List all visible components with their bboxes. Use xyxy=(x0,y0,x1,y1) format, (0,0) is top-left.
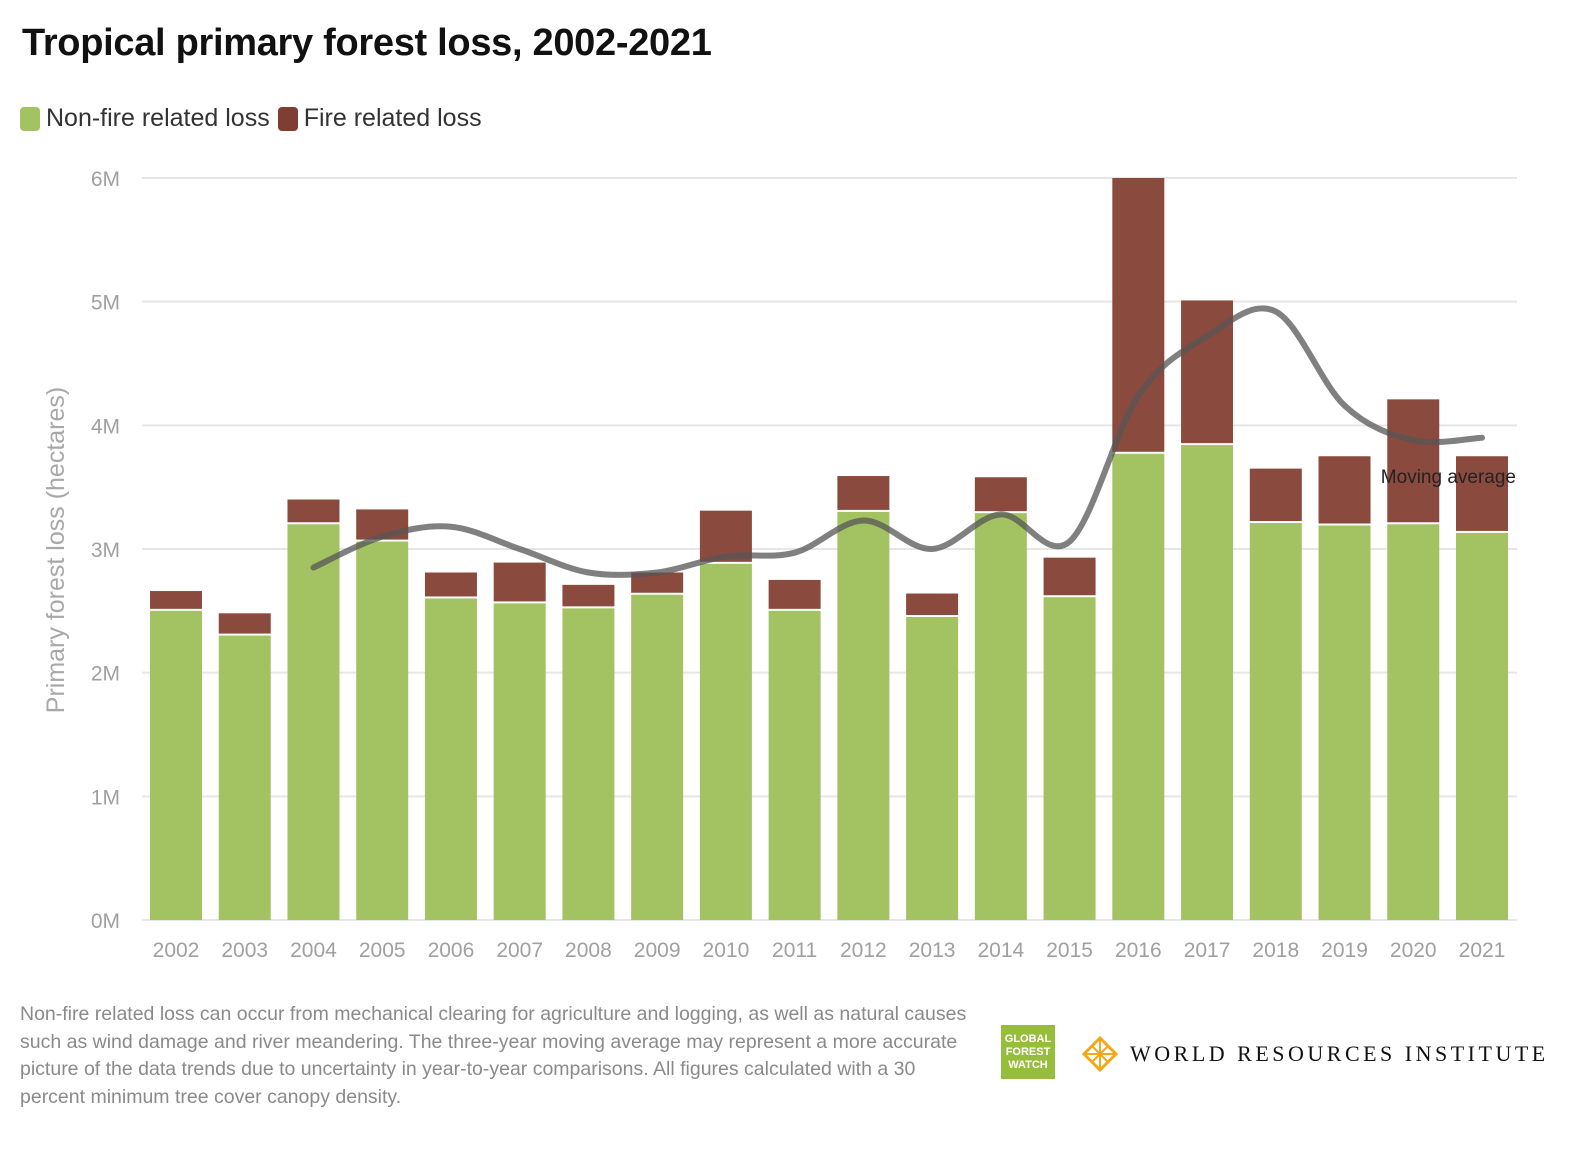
bar-fire-2009[interactable] xyxy=(631,572,684,593)
bar-fire-2014[interactable] xyxy=(974,477,1027,512)
bar-non-fire-2007[interactable] xyxy=(493,603,546,920)
bar-non-fire-2012[interactable] xyxy=(837,511,890,920)
wri-logo: WORLD RESOURCES INSTITUTE xyxy=(1082,1036,1549,1072)
x-tick-label: 2007 xyxy=(496,939,543,962)
bar-non-fire-2010[interactable] xyxy=(699,563,752,920)
bar-non-fire-2002[interactable] xyxy=(150,610,202,920)
x-tick-label: 2003 xyxy=(221,939,268,962)
moving-average-label: Moving average xyxy=(1381,467,1516,488)
x-tick-label: 2002 xyxy=(153,939,200,962)
x-tick-label: 2019 xyxy=(1321,939,1368,962)
x-tick-label: 2016 xyxy=(1115,939,1162,962)
y-tick-label: 2M xyxy=(91,663,120,686)
x-tick-label: 2013 xyxy=(909,939,956,962)
y-tick-label: 1M xyxy=(91,786,120,809)
x-tick-label: 2008 xyxy=(565,939,612,962)
x-tick-label: 2005 xyxy=(359,939,406,962)
bar-fire-2015[interactable] xyxy=(1043,557,1096,596)
bar-non-fire-2011[interactable] xyxy=(768,610,821,920)
bar-fire-2007[interactable] xyxy=(493,562,546,602)
bar-non-fire-2016[interactable] xyxy=(1112,453,1165,920)
bar-fire-2019[interactable] xyxy=(1318,456,1371,524)
moving-average-line[interactable] xyxy=(310,305,1485,578)
bar-fire-2013[interactable] xyxy=(906,593,959,616)
bar-non-fire-2009[interactable] xyxy=(631,594,684,920)
bar-fire-2008[interactable] xyxy=(562,584,615,607)
footnote: Non-fire related loss can occur from mec… xyxy=(20,1003,967,1108)
x-tick-label: 2021 xyxy=(1459,939,1506,962)
y-tick-label: 6M xyxy=(91,168,120,191)
y-tick-label: 3M xyxy=(91,539,120,562)
x-tick-label: 2018 xyxy=(1252,939,1299,962)
legend: Non-fire related loss Fire related loss xyxy=(20,104,490,133)
bar-fire-2002[interactable] xyxy=(150,591,202,609)
y-axis-label: Primary forest loss (hectares) xyxy=(42,387,70,713)
legend-item-non-fire[interactable]: Non-fire related loss xyxy=(20,104,270,133)
bar-non-fire-2021[interactable] xyxy=(1456,532,1508,920)
bar-non-fire-2018[interactable] xyxy=(1249,523,1302,920)
bar-non-fire-2017[interactable] xyxy=(1181,445,1234,920)
wri-logo-text: WORLD RESOURCES INSTITUTE xyxy=(1130,1041,1549,1066)
bar-fire-2012[interactable] xyxy=(837,476,890,510)
y-tick-label: 4M xyxy=(91,415,120,438)
legend-swatch-fire xyxy=(277,106,298,131)
bar-fire-2018[interactable] xyxy=(1249,468,1302,522)
chart-title: Tropical primary forest loss, 2002-2021 xyxy=(22,22,712,64)
x-tick-label: 2014 xyxy=(977,939,1024,962)
bar-fire-2006[interactable] xyxy=(424,572,477,597)
y-tick-label: 5M xyxy=(91,292,120,315)
gfw-logo-line: FOREST xyxy=(1005,1045,1051,1058)
legend-label-non-fire: Non-fire related loss xyxy=(46,104,270,132)
bar-non-fire-2019[interactable] xyxy=(1318,525,1371,920)
bar-non-fire-2004[interactable] xyxy=(287,524,340,920)
bar-fire-2004[interactable] xyxy=(287,499,340,523)
x-tick-label: 2004 xyxy=(290,939,337,962)
bar-fire-2011[interactable] xyxy=(768,579,821,609)
bar-non-fire-2014[interactable] xyxy=(974,513,1027,920)
x-tick-label: 2017 xyxy=(1184,939,1231,962)
x-tick-label: 2015 xyxy=(1046,939,1093,962)
bar-non-fire-2015[interactable] xyxy=(1043,597,1096,920)
chart-area: 0M 1M 2M 3M 4M 5M 6M Primary forest loss (hecta… xyxy=(42,168,1517,962)
bar-non-fire-2020[interactable] xyxy=(1387,524,1440,920)
bar-fire-2003[interactable] xyxy=(218,613,271,634)
gfw-logo-line: WATCH xyxy=(1008,1058,1048,1071)
bar-non-fire-2003[interactable] xyxy=(218,635,271,920)
y-tick-label: 0M xyxy=(91,910,120,933)
legend-label-fire: Fire related loss xyxy=(303,104,482,132)
x-tick-label: 2006 xyxy=(428,939,475,962)
wri-logo-icon xyxy=(1082,1036,1118,1072)
gfw-logo-line: GLOBAL xyxy=(1004,1032,1052,1045)
bar-non-fire-2006[interactable] xyxy=(424,598,477,920)
x-tick-label: 2011 xyxy=(772,939,817,962)
x-tick-label: 2020 xyxy=(1390,939,1437,962)
bar-non-fire-2013[interactable] xyxy=(906,617,959,920)
bar-non-fire-2008[interactable] xyxy=(562,608,615,920)
x-tick-label: 2012 xyxy=(840,939,887,962)
bar-non-fire-2005[interactable] xyxy=(356,541,409,920)
x-tick-label: 2010 xyxy=(703,939,750,962)
global-forest-watch-logo: GLOBAL FOREST WATCH xyxy=(1001,1025,1055,1079)
x-tick-label: 2009 xyxy=(634,939,681,962)
legend-swatch-non-fire xyxy=(20,106,40,131)
bar-fire-2016[interactable] xyxy=(1112,178,1165,452)
bar-fire-2021[interactable] xyxy=(1456,456,1508,531)
legend-item-fire[interactable]: Fire related loss xyxy=(277,104,482,133)
bar-fire-2020[interactable] xyxy=(1387,399,1440,523)
